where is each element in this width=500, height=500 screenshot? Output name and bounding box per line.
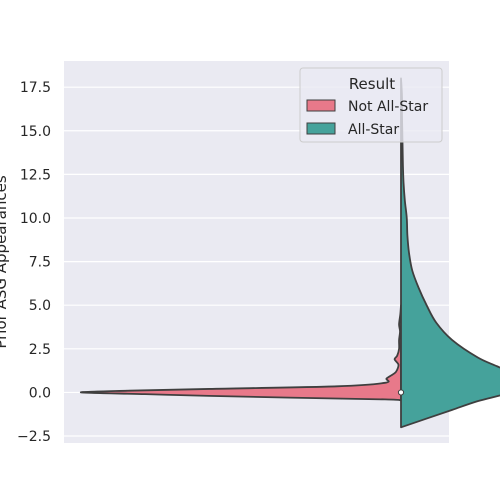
legend-swatch <box>307 123 335 134</box>
y-tick-label: 0.0 <box>29 385 51 401</box>
y-tick-label: 15.0 <box>20 124 51 140</box>
y-tick-label: 5.0 <box>29 298 51 314</box>
y-axis-ticks: −2.5 0.0 2.5 5.0 7.5 10.0 12.5 15.0 17.5 <box>17 80 51 445</box>
y-tick-label: 2.5 <box>29 342 51 358</box>
median-marker <box>398 390 403 395</box>
y-tick-label: −2.5 <box>17 429 51 445</box>
legend-label: Not All-Star <box>348 99 428 115</box>
y-axis-label: Prior ASG Appearances <box>0 175 10 348</box>
legend-label: All-Star <box>348 122 399 138</box>
legend-title: Result <box>349 75 395 93</box>
y-tick-label: 12.5 <box>20 167 51 183</box>
y-tick-label: 7.5 <box>29 255 51 271</box>
y-tick-label: 10.0 <box>20 211 51 227</box>
y-tick-label: 17.5 <box>20 80 51 96</box>
legend-swatch <box>307 100 335 111</box>
legend: Result Not All-Star All-Star <box>300 68 442 142</box>
